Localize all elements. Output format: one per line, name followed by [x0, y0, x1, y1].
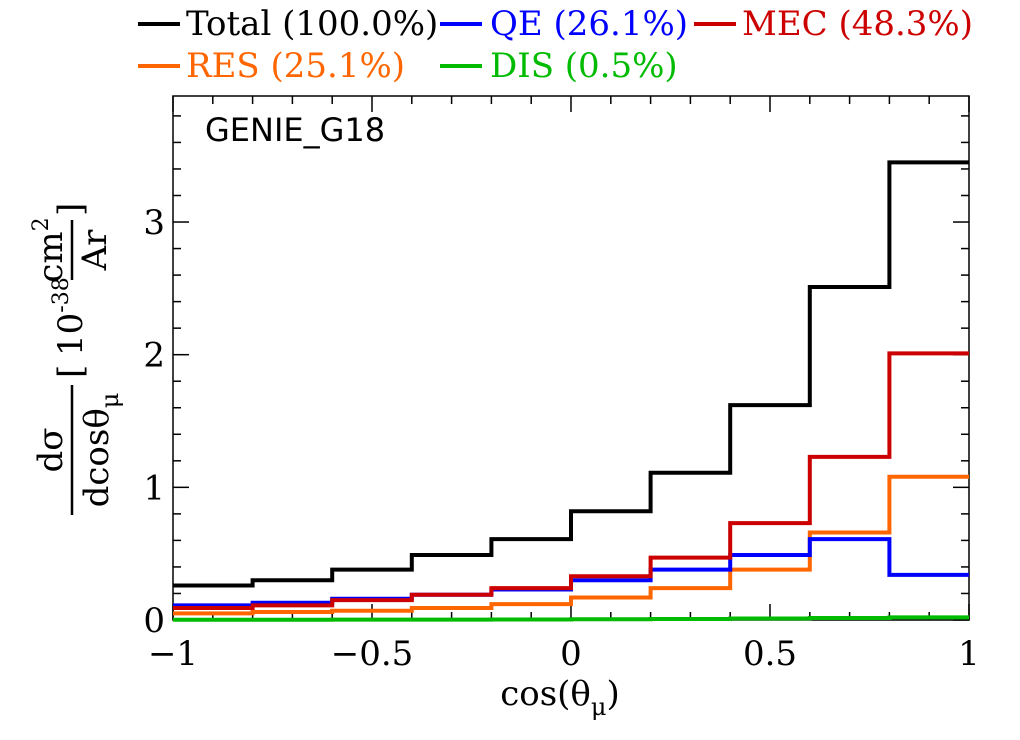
series-line-total	[173, 160, 969, 588]
legend: Total (100.0%) QE (26.1%) MEC (48.3%) RE…	[138, 4, 973, 86]
x-axis-title-sub: μ	[591, 693, 607, 721]
legend-item-qe: QE (26.1%)	[440, 4, 688, 44]
legend-item-dis: DIS (0.5%)	[440, 46, 678, 86]
legend-label-mec: MEC (48.3%)	[742, 4, 973, 44]
y-tick-label: 1	[143, 468, 165, 508]
plot-frame	[172, 95, 970, 621]
y-title-denominator-base: dcosθ	[77, 408, 117, 507]
y-title-unit-numerator-exp: 2	[29, 217, 54, 231]
x-axis-title-close: )	[607, 674, 620, 714]
legend-label-res: RES (25.1%)	[186, 46, 405, 86]
legend-item-mec: MEC (48.3%)	[694, 4, 973, 44]
x-tick-label: 1	[958, 634, 980, 674]
y-title-denominator-sub: μ	[96, 393, 124, 409]
y-title-unit-mantissa: 10	[51, 313, 91, 356]
legend-item-total: Total (100.0%)	[138, 4, 438, 44]
y-tick-label: 0	[143, 601, 165, 641]
y-title-unit-exponent: -38	[49, 277, 74, 312]
x-tick-label: −0.5	[331, 634, 414, 674]
series-line-res	[173, 474, 969, 616]
legend-label-qe: QE (26.1%)	[490, 4, 688, 44]
series-layer	[173, 160, 969, 622]
y-tick-label: 3	[143, 203, 165, 243]
y-title-numerator: dσ	[31, 428, 71, 473]
x-axis-title-base: cos(θ	[500, 674, 591, 714]
y-title-bracket-right: ]	[51, 203, 91, 216]
y-title-unit-numerator: cm2	[29, 217, 71, 282]
y-title-unit-base: 10-38	[49, 277, 91, 356]
x-tick-label: −1	[148, 634, 198, 674]
x-tick-label: 0.5	[743, 634, 797, 674]
y-tick-label: 2	[143, 336, 165, 376]
y-title-bracket-left: [	[51, 365, 91, 378]
y-axis-ticks: 0 1 2 3	[143, 115, 969, 641]
generator-tag: GENIE_G18	[205, 111, 385, 149]
legend-label-dis: DIS (0.5%)	[490, 46, 678, 86]
series-line-mec	[173, 351, 969, 611]
x-axis-title: cos(θμ)	[500, 674, 620, 721]
x-axis-ticks: −1 −0.5 0 0.5 1	[148, 96, 980, 674]
x-tick-label: 0	[560, 634, 582, 674]
y-title-unit-denominator: Ar	[75, 229, 115, 272]
legend-item-res: RES (25.1%)	[138, 46, 405, 86]
y-axis-title: dσ dcosθμ [ 10-38 cm2 Ar ]	[29, 203, 124, 515]
series-line-dis	[173, 615, 969, 622]
y-title-unit-numerator-base: cm	[31, 231, 71, 282]
y-title-denominator: dcosθμ	[77, 393, 124, 508]
legend-label-total: Total (100.0%)	[186, 4, 438, 44]
